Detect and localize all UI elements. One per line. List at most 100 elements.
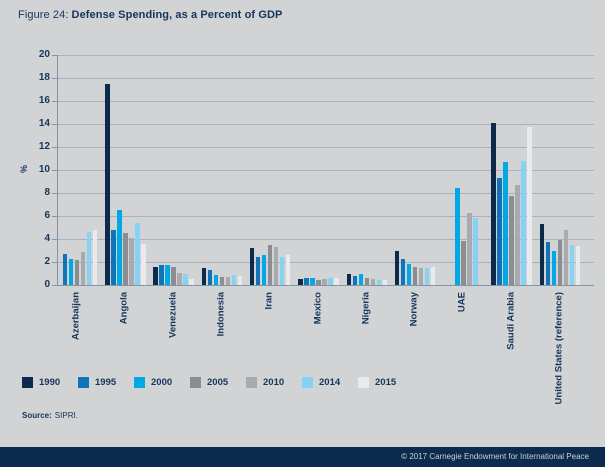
bar-1995 [207, 270, 213, 285]
y-tick-mark [52, 216, 57, 217]
bar-slot [557, 240, 563, 285]
bar-slot [122, 233, 128, 285]
bar-group-nigeria [346, 55, 388, 285]
bar-2005 [461, 241, 466, 285]
bar-2014 [231, 274, 237, 285]
bar-slot [165, 264, 171, 285]
bar-2010 [177, 272, 182, 285]
footer-bar: © 2017 Carnegie Endowment for Internatio… [0, 447, 605, 467]
bar-slot [364, 277, 370, 285]
legend-item-2000: 2000 [134, 377, 190, 388]
y-tick-mark [52, 239, 57, 240]
bar-2010 [129, 237, 134, 285]
bar-2000 [503, 161, 508, 285]
x-axis-label: Iran [263, 292, 275, 310]
bar-slot [406, 264, 412, 285]
legend-swatch-2014 [302, 377, 313, 388]
bar-2015 [285, 255, 291, 285]
bar-slot [382, 279, 388, 285]
bar-slot [110, 229, 116, 285]
legend-label: 2010 [263, 377, 285, 388]
x-axis-label: Saudi Arabia [505, 292, 517, 350]
gridline [58, 216, 594, 217]
bar-1990 [491, 122, 496, 285]
bar-slot [80, 251, 86, 285]
bar-slot [527, 127, 533, 285]
bar-2005 [123, 233, 128, 285]
y-tick-mark [52, 170, 57, 171]
gridline [58, 124, 594, 125]
y-tick-mark [52, 101, 57, 102]
bar-slot [201, 267, 207, 285]
gridline [58, 262, 594, 263]
plot-area [57, 55, 594, 286]
bar-slot [74, 259, 80, 285]
bar-2015 [141, 243, 146, 285]
bar-slot [497, 178, 503, 285]
bar-1995 [545, 241, 551, 285]
bar-2014 [569, 244, 575, 285]
bar-slot [346, 273, 352, 285]
bar-1995 [400, 258, 406, 285]
bar-slot [213, 274, 219, 285]
bar-group-angola [104, 55, 146, 285]
bar-2010 [418, 267, 424, 285]
bar-slot [412, 267, 418, 285]
bar-slot [304, 277, 310, 285]
x-axis-label: Nigeria [360, 292, 372, 325]
bar-2000 [68, 258, 74, 285]
bar-2000 [310, 277, 315, 285]
figure-title-main: Defense Spending, as a Percent of GDP [71, 9, 283, 21]
bar-slot [460, 241, 466, 285]
x-axis-label: Norway [408, 292, 420, 327]
bar-2010 [273, 247, 279, 285]
bar-slot [116, 210, 122, 285]
gridline [58, 55, 594, 56]
legend: 1990 1995 2000 2005 2010 2014 2015 [22, 377, 414, 388]
bar-slot [219, 276, 225, 285]
legend-label: 1990 [39, 377, 61, 388]
bar-group-iran [249, 55, 291, 285]
bar-slot [394, 251, 400, 285]
bar-2000 [406, 264, 412, 285]
legend-swatch-2015 [358, 377, 369, 388]
y-tick-label: 2 [44, 256, 50, 267]
bar-1995 [352, 275, 358, 285]
y-tick-mark [52, 193, 57, 194]
bar-1995 [111, 229, 116, 285]
x-axis-label: Mexico [312, 292, 323, 325]
bar-slot [285, 255, 291, 285]
gridline [58, 239, 594, 240]
bar-slot [159, 264, 165, 285]
bar-1990 [298, 278, 303, 285]
bar-2014 [328, 277, 333, 285]
bar-2005 [267, 244, 273, 285]
bar-slot [249, 248, 255, 285]
bar-2000 [213, 274, 219, 285]
bar-slot [298, 278, 304, 285]
bar-slot [231, 274, 237, 285]
bar-2005 [171, 267, 176, 285]
bar-2014 [279, 256, 285, 285]
bar-slot [104, 83, 110, 285]
bar-group-venezuela [153, 55, 195, 285]
bar-1990 [539, 224, 545, 285]
bar-2000 [551, 250, 557, 285]
y-tick-label: 10 [38, 164, 50, 175]
copyright-text: © 2017 Carnegie Endowment for Internatio… [401, 452, 589, 461]
legend-swatch-1990 [22, 377, 33, 388]
bar-2010 [322, 278, 327, 285]
bar-2015 [382, 279, 388, 285]
bar-group-united-states-reference [539, 55, 581, 285]
y-tick-mark [52, 55, 57, 56]
bar-slot [472, 218, 478, 285]
legend-item-2010: 2010 [246, 377, 302, 388]
bar-2014 [424, 268, 430, 285]
bar-slot [466, 212, 472, 285]
bar-2005 [364, 277, 370, 285]
gridline [58, 170, 594, 171]
bar-slot [189, 279, 195, 285]
bar-2010 [370, 278, 376, 285]
y-axis-title: % [19, 164, 30, 174]
x-axis-label: United States (reference) [553, 292, 565, 405]
